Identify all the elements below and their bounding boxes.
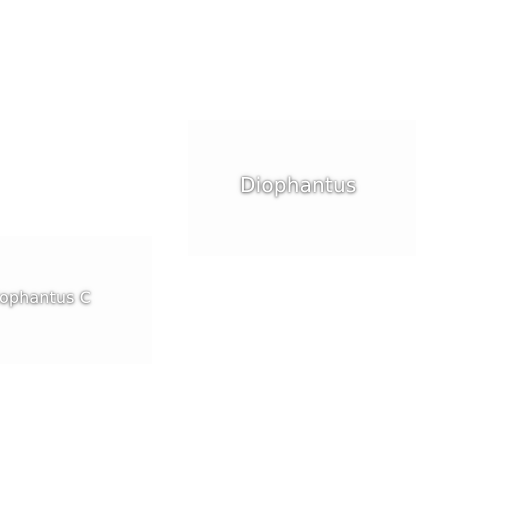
label-halo-diophantus <box>188 120 416 256</box>
crater-label-diophantus[interactable]: Diophantus <box>240 173 357 197</box>
crater-label-diophantus-c[interactable]: Diophantus C <box>0 288 92 307</box>
label-halo-diophantus-c <box>0 236 152 364</box>
